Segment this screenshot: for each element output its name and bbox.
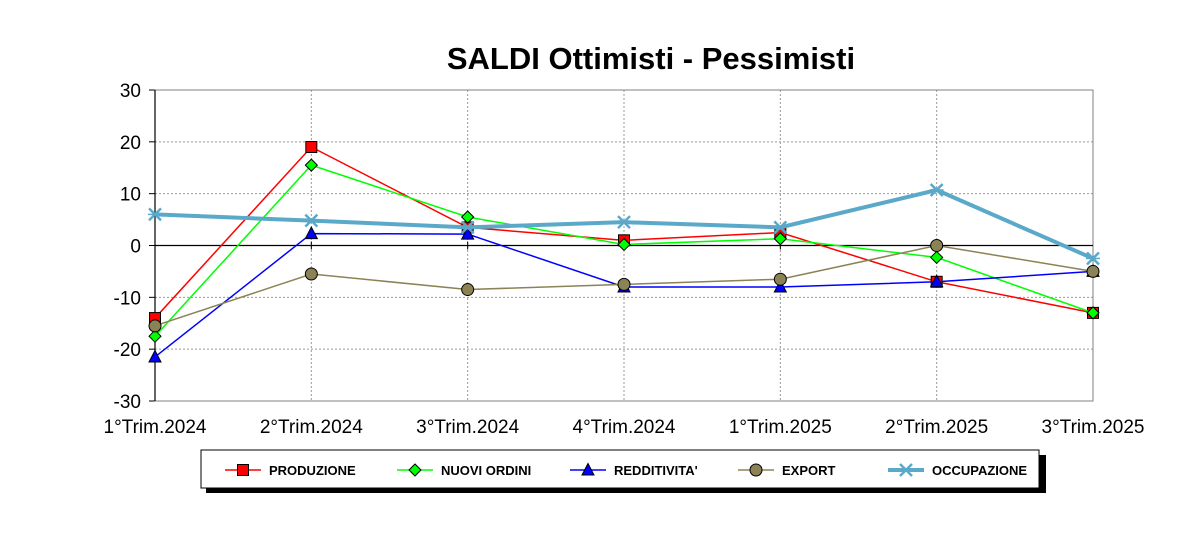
x-tick-label: 4°Trim.2024 [573, 417, 676, 438]
data-point-nuovi-ordini [148, 329, 162, 343]
series-export [148, 239, 1100, 333]
legend-item-redditivita: REDDITIVITA' [570, 462, 698, 478]
legend-item-occupazione: OCCUPAZIONE [888, 463, 1027, 478]
data-point-occupazione [617, 215, 631, 230]
data-point-redditivita [304, 225, 319, 240]
legend-swatch-marker [749, 463, 763, 477]
data-point-produzione [305, 141, 318, 154]
legend-swatch-marker [581, 462, 595, 476]
data-point-occupazione [148, 207, 162, 222]
y-tick-label: 0 [130, 237, 141, 258]
y-tick-label: 10 [120, 185, 141, 206]
data-point-export [1086, 264, 1100, 278]
data-point-redditivita [929, 274, 944, 288]
data-point-export [930, 239, 944, 252]
y-tick-label: -10 [114, 288, 141, 309]
legend-label: PRODUZIONE [269, 463, 356, 478]
data-point-occupazione [1086, 251, 1100, 266]
data-point-export [461, 283, 475, 297]
data-point-occupazione [304, 213, 319, 228]
x-tick-label: 3°Trim.2025 [1042, 417, 1145, 438]
data-point-occupazione [460, 220, 475, 235]
x-tick-label: 3°Trim.2024 [416, 417, 519, 438]
legend-item-produzione: PRODUZIONE [225, 463, 356, 478]
data-point-export [617, 277, 631, 291]
data-point-export [148, 319, 162, 333]
data-point-redditivita [460, 226, 475, 240]
legend-label: NUOVI ORDINI [441, 463, 531, 478]
data-point-export [304, 267, 318, 281]
legend-label: OCCUPAZIONE [932, 463, 1027, 478]
legend-label: EXPORT [782, 463, 836, 478]
chart-title: SALDI Ottimisti - Pessimisti [447, 41, 855, 76]
x-tick-label: 2°Trim.2025 [885, 417, 988, 438]
legend-swatch-marker [408, 463, 422, 477]
series-nuovi-ordini [148, 158, 1100, 343]
y-tick-label: 20 [120, 133, 141, 154]
y-tick-label: -20 [114, 340, 141, 361]
legend: PRODUZIONE NUOVI ORDINI REDDITIVITA' EXPORT… [200, 449, 1046, 493]
data-point-nuovi-ordini [460, 210, 475, 224]
data-point-nuovi-ordini [929, 250, 944, 265]
x-tick-label: 1°Trim.2025 [729, 417, 832, 438]
legend-swatch-marker [237, 464, 249, 476]
data-point-export [773, 272, 787, 286]
series-occupazione [148, 183, 1100, 266]
legend-item-nuovi-ordini: NUOVI ORDINI [397, 463, 531, 478]
legend-label: REDDITIVITA' [614, 463, 698, 478]
data-point-nuovi-ordini [773, 232, 788, 246]
plot-area: 30 20 10 0 -10 -20 -30 1°Trim.2024 2°Trim.2024 3°… [104, 81, 1145, 438]
y-tick-label: -30 [114, 392, 141, 413]
data-point-redditivita [773, 279, 788, 293]
legend-swatch-marker [899, 463, 913, 477]
series-produzione [149, 141, 1099, 325]
data-point-redditivita [148, 349, 162, 363]
data-point-nuovi-ordini [1086, 306, 1100, 320]
x-tick-label: 2°Trim.2024 [260, 417, 363, 438]
data-point-nuovi-ordini [304, 158, 319, 172]
series-layer [148, 141, 1100, 363]
data-point-nuovi-ordini [617, 237, 631, 252]
data-point-occupazione [773, 220, 788, 235]
x-tick-label: 1°Trim.2024 [104, 417, 207, 438]
legend-item-export: EXPORT [738, 463, 836, 478]
data-point-occupazione [929, 183, 944, 197]
y-tick-label: 30 [120, 81, 141, 102]
